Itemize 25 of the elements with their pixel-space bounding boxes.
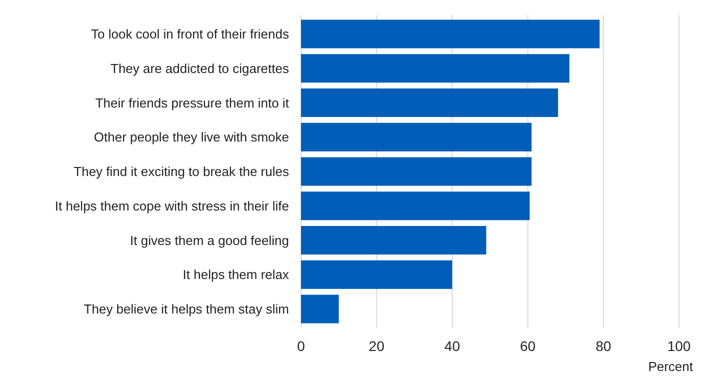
bar (301, 122, 532, 152)
y-tick-label: It gives them a good feeling (130, 232, 289, 248)
bar (301, 54, 570, 83)
x-axis-title: Percent (648, 359, 694, 374)
bar (301, 192, 530, 220)
bar (301, 260, 452, 289)
y-tick-label: Their friends pressure them into it (95, 95, 290, 110)
y-tick-label: They are addicted to cigarettes (110, 60, 290, 76)
y-tick-label: Other people they live with smoke (94, 130, 289, 145)
bar (301, 157, 532, 186)
x-tick-label: 20 (368, 338, 385, 354)
y-tick-label: It helps them cope with stress in their life (54, 198, 289, 214)
x-tick-label: 100 (667, 338, 691, 354)
x-tick-label: 0 (297, 338, 306, 354)
y-tick-label: They believe it helps them stay slim (84, 302, 289, 317)
x-tick-label: 40 (444, 338, 460, 354)
y-tick-label: It helps them relax (182, 267, 290, 282)
x-tick-label: 80 (596, 338, 612, 354)
bar (301, 88, 558, 118)
y-tick-label: They find it exciting to break the rules (74, 164, 290, 180)
bar (301, 294, 339, 324)
bar (301, 226, 486, 255)
x-tick-label: 60 (520, 338, 536, 354)
y-tick-label: To look cool in front of their friends (91, 26, 290, 42)
bar (301, 20, 600, 48)
